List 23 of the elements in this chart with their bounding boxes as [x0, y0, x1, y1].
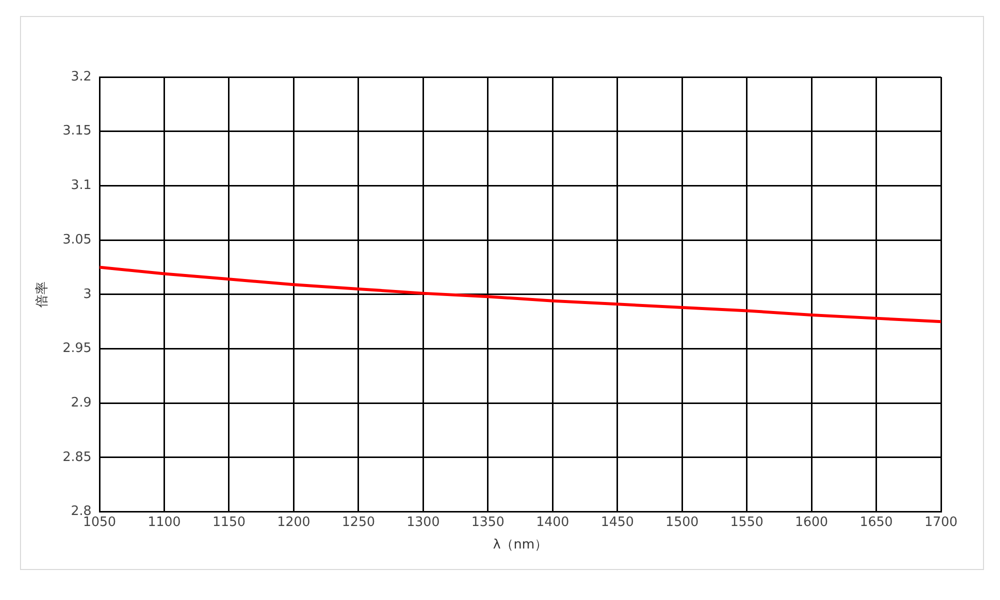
- x-tick-label: 1600: [795, 514, 828, 530]
- y-tick-label: 2.9: [70, 395, 92, 410]
- x-tick-label: 1150: [212, 514, 246, 530]
- x-tick-label: 1100: [148, 514, 181, 530]
- x-axis-title: λ（nm）: [492, 538, 548, 553]
- x-tick-label: 1200: [277, 514, 310, 530]
- x-tick-label: 1450: [600, 514, 634, 530]
- x-tick-label: 1550: [730, 514, 764, 530]
- y-axis-title: 倍率: [34, 281, 50, 308]
- y-tick-label: 3: [83, 286, 92, 302]
- y-tick-label: 2.95: [62, 341, 92, 356]
- x-tick-label: 1300: [406, 514, 440, 530]
- y-tick-label: 2.85: [62, 450, 92, 465]
- x-tick-label: 1400: [536, 514, 570, 530]
- y-tick-label: 3.2: [70, 69, 92, 84]
- x-tick-label: 1700: [924, 514, 958, 530]
- y-tick-label: 3.1: [70, 178, 92, 194]
- y-tick-label: 3.05: [62, 232, 92, 248]
- x-tick-label: 1650: [860, 514, 893, 530]
- y-tick-label: 3.15: [62, 124, 92, 139]
- x-tick-label: 1500: [666, 514, 699, 530]
- x-tick-label: 1250: [342, 514, 375, 530]
- x-tick-label: 1350: [471, 514, 504, 530]
